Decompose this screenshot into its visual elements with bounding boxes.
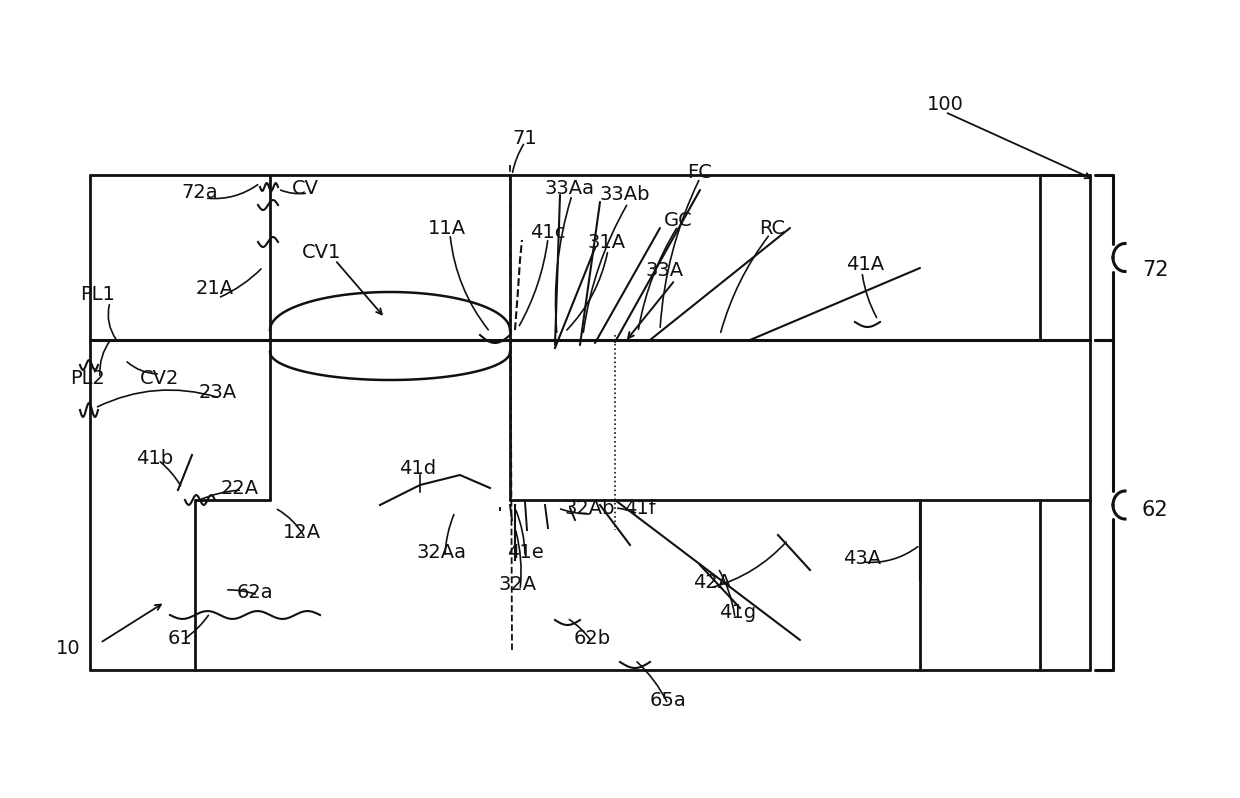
Text: 41e: 41e — [507, 543, 543, 562]
Text: 42A: 42A — [693, 572, 732, 591]
Text: 22A: 22A — [221, 479, 259, 497]
Text: PL2: PL2 — [71, 369, 105, 388]
Text: 41g: 41g — [719, 602, 756, 622]
Text: CV: CV — [291, 179, 319, 197]
Text: 41f: 41f — [624, 499, 656, 517]
Text: 33Aa: 33Aa — [546, 179, 595, 197]
Text: 41c: 41c — [531, 223, 565, 242]
Text: 21A: 21A — [196, 279, 234, 298]
Text: 41d: 41d — [399, 459, 436, 477]
Text: 61: 61 — [167, 629, 192, 647]
Text: 33Ab: 33Ab — [600, 185, 650, 204]
Text: 41A: 41A — [846, 255, 884, 275]
Text: 71: 71 — [512, 128, 537, 148]
Text: 72: 72 — [1142, 260, 1168, 280]
Text: 41b: 41b — [136, 448, 174, 468]
Text: 31A: 31A — [588, 234, 626, 252]
Text: 100: 100 — [926, 96, 963, 114]
Text: 62a: 62a — [237, 583, 273, 602]
Text: PL1: PL1 — [81, 286, 115, 305]
Text: CV2: CV2 — [140, 369, 180, 388]
Text: 72a: 72a — [182, 183, 218, 202]
Text: 62b: 62b — [573, 629, 610, 647]
Text: 33A: 33A — [646, 260, 684, 279]
Text: 32Aa: 32Aa — [417, 543, 467, 562]
Text: 10: 10 — [56, 638, 81, 658]
Text: CV1: CV1 — [303, 243, 342, 262]
Text: FC: FC — [687, 163, 713, 181]
Text: 62: 62 — [1142, 500, 1168, 520]
Text: 32Ab: 32Ab — [564, 499, 615, 517]
Text: 11A: 11A — [428, 219, 466, 238]
Text: 12A: 12A — [283, 523, 321, 543]
Text: 23A: 23A — [198, 382, 237, 401]
Text: 43A: 43A — [843, 548, 882, 567]
Text: GC: GC — [663, 211, 692, 230]
Text: RC: RC — [759, 219, 785, 238]
Text: 32A: 32A — [498, 575, 537, 595]
Text: 65a: 65a — [650, 690, 687, 709]
